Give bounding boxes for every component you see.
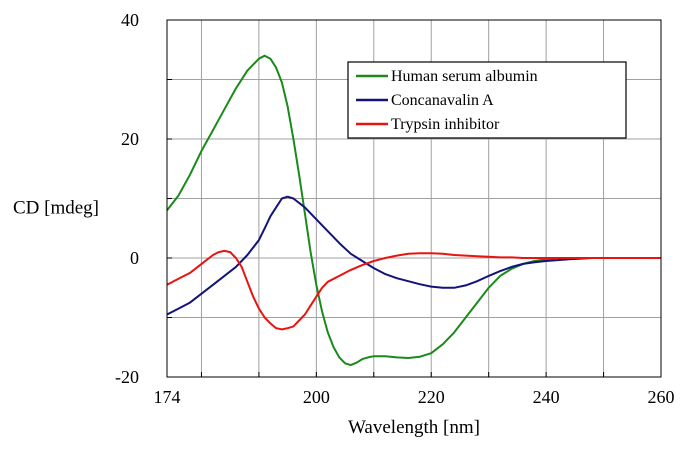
- series-lines: [166, 54, 661, 367]
- x-tick-label: 200: [303, 387, 330, 407]
- x-tick-label: 220: [418, 387, 445, 407]
- y-axis-title: CD [mdeg]: [13, 197, 99, 218]
- x-tick-label: 260: [648, 387, 675, 407]
- legend-label: Trypsin inhibitor: [391, 116, 500, 133]
- axis-ticks: [166, 19, 662, 378]
- x-axis-title: Wavelength [nm]: [348, 417, 480, 438]
- legend-label: Human serum albumin: [391, 68, 538, 85]
- y-tick-label: 0: [130, 248, 139, 268]
- tick-labels: 174 200 220 240 260 -20 0 20 40: [115, 10, 675, 407]
- legend-box: [347, 61, 627, 139]
- series-line-3: [166, 249, 661, 331]
- x-tick-label: 174: [154, 387, 181, 407]
- series-line-2: [166, 195, 661, 316]
- legend-label: Concanavalin A: [391, 92, 494, 109]
- legend: Human serum albumin Concanavalin A Trypsin…: [347, 61, 627, 139]
- x-tick-label: 240: [533, 387, 560, 407]
- y-tick-label: -20: [115, 367, 139, 387]
- y-tick-label: 40: [121, 10, 139, 30]
- y-tick-label: 20: [121, 129, 139, 149]
